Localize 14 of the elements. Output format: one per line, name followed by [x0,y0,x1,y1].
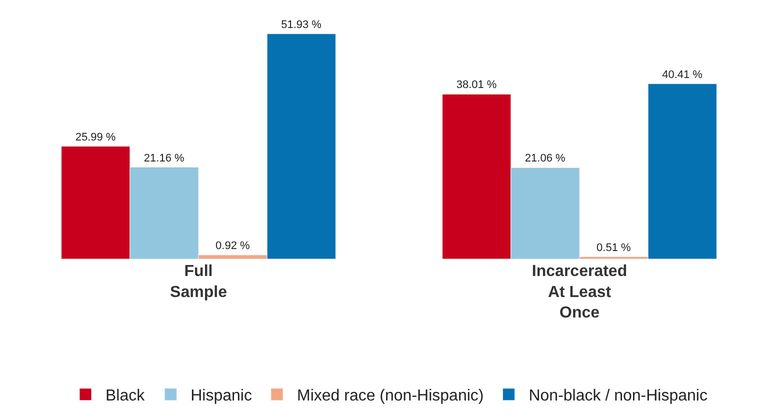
legend-label: Mixed race (non-Hispanic) [296,388,484,405]
data-label: 38.01 % [456,79,497,92]
data-label: 21.06 % [524,152,566,165]
legend-label: Non-black / non-Hispanic [528,388,708,405]
data-label: 25.99 % [75,131,116,144]
data-label: 51.93 % [281,18,322,31]
x-tick-label: Incarcerated At Least Once [532,263,628,322]
data-label: 40.41 % [662,68,703,81]
legend-label: Black [106,388,146,405]
x-tick-label: Full Sample [170,263,228,301]
data-label: 0.51 % [596,242,632,254]
legend-label: Hispanic [190,388,252,405]
data-label: 0.92 % [216,240,250,252]
data-label: 21.16 % [144,152,184,164]
